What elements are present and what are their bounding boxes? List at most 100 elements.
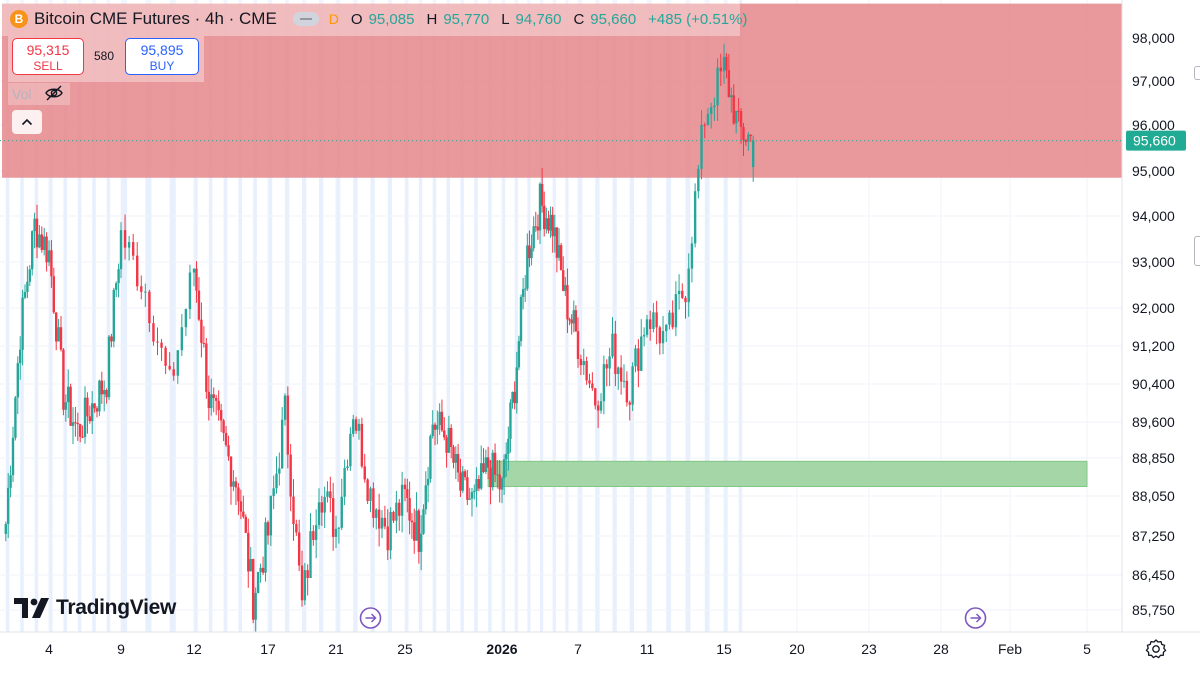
panel-edge-handle[interactable] [1194,236,1200,266]
session-stripe [474,0,478,632]
candle-body [697,168,700,192]
candle-body [57,327,60,342]
candle-body [693,191,697,244]
candle-body [617,367,620,374]
candle-body [207,391,210,409]
candle-body [286,395,290,455]
candle-body [11,437,15,476]
event-marker-icon[interactable] [964,607,987,629]
candle-body [515,367,518,404]
candle-body [9,475,12,488]
candle-body [668,312,671,325]
candle-body [585,360,588,381]
sell-button[interactable]: 95,315 SELL [12,38,84,75]
candle-body [716,67,719,106]
candle-body [343,467,346,497]
candle-body [493,452,497,475]
price-zones [2,3,1122,488]
candle-body [88,416,91,422]
candle-body [210,394,213,409]
candle-body [634,348,637,367]
candle-body [513,391,516,404]
candle-body [131,242,135,256]
candle-body [266,522,270,536]
candle-body [33,218,36,232]
candle-body [557,245,561,258]
candle-body [123,230,127,248]
candle-body [219,410,223,421]
candle-body [395,502,398,521]
candle-body [530,248,533,259]
candle-body [176,350,179,376]
price-change: +485 (+0.51%) [648,10,748,28]
session-stripes [5,0,743,632]
candle-body [103,390,106,395]
open-value: 95,085 [368,10,415,28]
candle-body [725,56,728,71]
gear-icon[interactable] [1145,638,1167,660]
candle-body [570,319,573,324]
session-stripe [268,0,273,632]
candle-body [227,445,230,457]
candle-body [470,492,474,499]
panel-edge-handle[interactable] [1194,66,1200,80]
low-value: 94,760 [515,10,562,28]
time-tick-label: 20 [789,641,805,657]
tradingview-logo[interactable]: TradingView [14,596,176,620]
candle-body [655,312,658,328]
candle-body [719,67,722,72]
session-stripe [121,0,128,632]
candle-body [429,436,432,479]
candle-body [62,349,65,410]
candle-body [7,487,10,524]
candle-body [386,526,389,551]
candle-body [576,331,580,359]
candle-body [438,411,441,426]
candle-body [234,481,238,488]
candle-body [278,468,281,474]
candle-body [81,436,84,438]
candle-body [117,269,120,284]
delayed-data-badge[interactable]: D [328,11,339,27]
candle-body [591,383,594,389]
candle-body [422,509,425,534]
collapse-legend-button[interactable] [12,110,42,134]
price-tick-label: 90,400 [1132,376,1175,392]
candle-body [309,531,312,578]
candle-body [737,110,740,112]
session-stripe [460,0,464,632]
candle-body [540,183,544,206]
candle-body [112,289,115,342]
candle-body [703,124,706,126]
candle-body [91,403,94,422]
time-tick-label: 28 [933,641,949,657]
candle-body [637,348,640,371]
session-stripe [418,0,423,632]
candle-body [357,423,361,431]
event-marker-icon[interactable] [359,607,382,629]
session-stripe [223,0,228,632]
candle-body [45,236,48,263]
eye-crossed-icon[interactable] [44,84,64,102]
candle-body [242,511,245,517]
buy-button[interactable]: 95,895 BUY [125,38,199,75]
volume-label[interactable]: Vol [12,86,32,102]
candle-body [93,403,96,409]
session-stripe [387,0,393,632]
session-stripe [578,0,583,632]
session-stripe [302,0,307,632]
symbol-title[interactable]: Bitcoin CME Futures · 4h · CME [34,9,277,28]
candle-body [519,296,523,342]
candle-body [477,479,481,489]
candle-body [64,402,67,410]
price-tick-label: 88,850 [1132,450,1175,466]
candle-body [398,502,401,516]
candle-body [599,401,603,411]
candle-body [275,473,278,489]
session-stripe [405,0,409,632]
candle-body [454,454,458,463]
candle-body [482,463,485,473]
price-tick-label: 87,250 [1132,528,1175,544]
candle-body [459,472,462,491]
